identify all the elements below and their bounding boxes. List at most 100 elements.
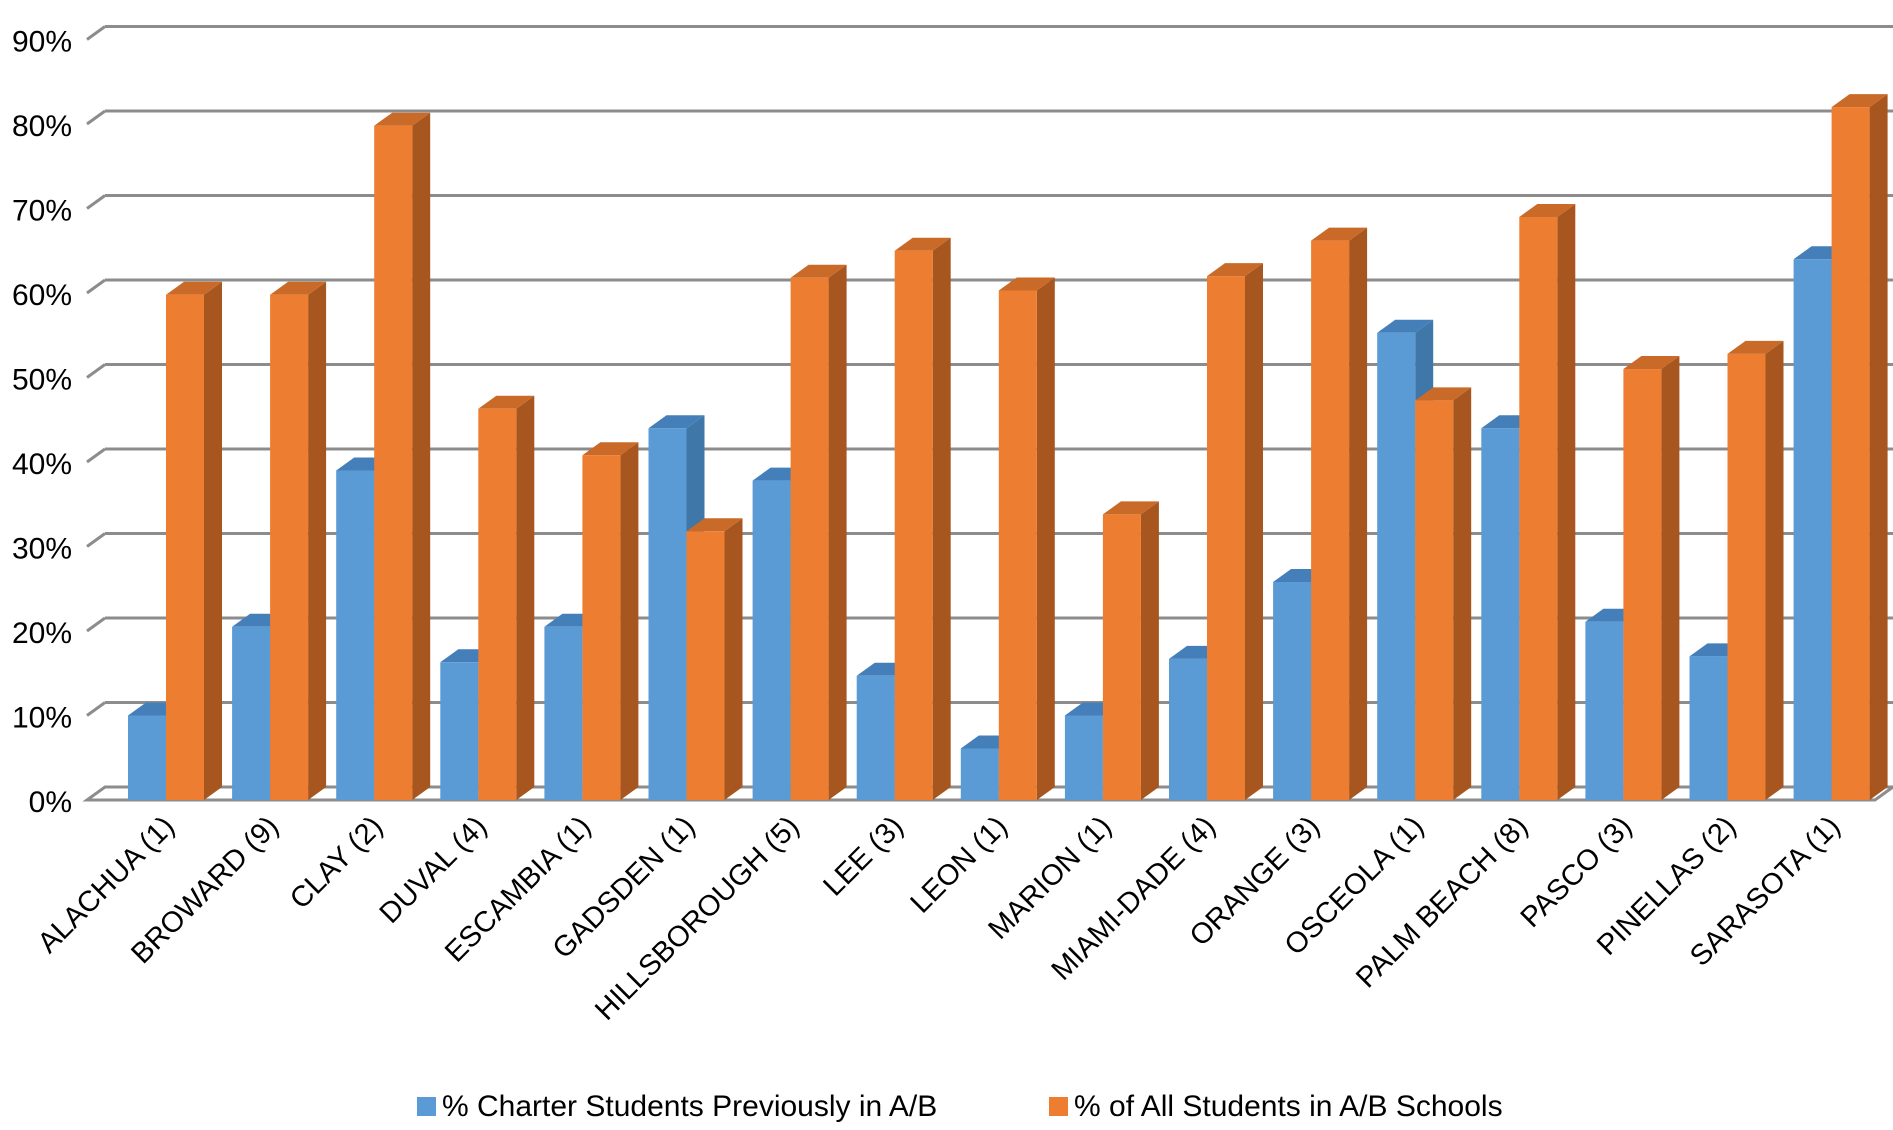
bar-top	[1519, 203, 1576, 217]
bar-all-students	[790, 264, 847, 800]
legend-label: % of All Students in A/B Schools	[1074, 1090, 1503, 1123]
bar-front	[270, 294, 309, 800]
bar-front	[440, 662, 479, 800]
bar-front	[1519, 216, 1558, 800]
x-tick-label: LEON (1)	[905, 810, 1014, 919]
legend-label: % Charter Students Previously in A/B	[442, 1090, 937, 1123]
y-tick-label: 50%	[12, 364, 72, 397]
y-tick-label: 60%	[12, 279, 72, 312]
legend-swatch	[417, 1097, 436, 1116]
y-tick-label: 40%	[12, 448, 72, 481]
bar-top	[582, 442, 639, 456]
gridline-side	[86, 194, 106, 210]
bar-front	[790, 277, 829, 800]
gridline-side	[86, 109, 106, 126]
bar-front	[686, 531, 725, 800]
bar-front	[1311, 240, 1350, 801]
y-tick-label: 20%	[12, 617, 72, 650]
bar-all-students	[166, 281, 222, 800]
x-tick-label: LEE (3)	[817, 810, 909, 902]
gridline-side	[86, 278, 106, 295]
bar-all-students	[1623, 356, 1680, 800]
bar-top	[648, 415, 705, 429]
bar-front	[1793, 259, 1832, 800]
bar-front	[1273, 581, 1312, 800]
bar-side	[620, 442, 639, 800]
bar-all-students	[270, 281, 327, 800]
bar-all-students	[998, 277, 1055, 801]
bar-side	[932, 237, 951, 800]
bar-all-students	[1727, 340, 1784, 800]
bar-top	[1623, 356, 1680, 370]
bar-side	[412, 112, 431, 800]
bar-top	[478, 395, 535, 409]
bar-top	[1311, 227, 1368, 241]
gridline-side	[86, 616, 106, 633]
bar-front	[1623, 369, 1662, 800]
bar-side	[204, 281, 222, 800]
bar-side	[828, 264, 847, 800]
bar-top	[166, 281, 222, 295]
bar-side	[1557, 203, 1576, 800]
y-tick-label: 80%	[12, 110, 72, 143]
bar-side	[724, 518, 743, 800]
bar-top	[270, 281, 327, 295]
y-tick-label: 70%	[12, 195, 72, 228]
bar-front	[1831, 107, 1870, 801]
y-tick-label: 90%	[12, 26, 72, 59]
bar-all-students	[1311, 227, 1368, 801]
bar-all-students	[374, 112, 431, 800]
bar-front	[1689, 656, 1728, 800]
bar-front	[1415, 400, 1454, 800]
legend-swatch	[1049, 1097, 1068, 1116]
x-tick-label: CLAY (2)	[284, 810, 389, 915]
bar-front	[1102, 514, 1141, 800]
bar-top	[1727, 340, 1784, 354]
bar-all-students	[686, 518, 743, 800]
bar-side	[1869, 94, 1888, 801]
x-tick-labels: ALACHUA (1)BROWARD (9) CLAY (2)DUVAL (4)E…	[32, 810, 1847, 1026]
bar-top	[686, 518, 743, 532]
bar-top	[998, 277, 1055, 291]
bar-front	[1064, 715, 1103, 800]
bar-top	[1207, 263, 1263, 277]
legend-item: % of All Students in A/B Schools	[1049, 1090, 1503, 1123]
bar-side	[1661, 356, 1680, 800]
bar-front	[1585, 621, 1624, 800]
bar-side	[1453, 387, 1472, 800]
gridline-side	[86, 25, 106, 41]
bar-top	[894, 237, 951, 251]
bar-front	[856, 675, 895, 800]
bar-top	[374, 112, 431, 126]
bar-all-students	[1415, 387, 1472, 800]
bar-top	[1831, 94, 1888, 108]
bar-front	[1169, 658, 1207, 800]
bar-front	[1377, 332, 1416, 800]
bar-front	[544, 626, 583, 800]
bar-front	[232, 626, 271, 800]
bar-front	[1727, 353, 1766, 800]
gridline-side	[86, 363, 106, 379]
bar-front	[960, 748, 999, 800]
legend: % Charter Students Previously in A/B % of…	[417, 1090, 1503, 1123]
bar-front	[998, 290, 1037, 800]
bar-side	[308, 281, 327, 800]
bar-side	[1140, 501, 1159, 800]
bar-top	[1377, 319, 1434, 333]
bar-all-students	[478, 395, 535, 800]
bar-all-students	[894, 237, 951, 800]
y-tick-label: 30%	[12, 533, 72, 566]
bar-front	[1481, 428, 1520, 800]
bar-front	[752, 480, 791, 800]
bar-all-students	[1207, 263, 1263, 801]
bar-all-students	[582, 442, 639, 800]
bar-side	[1245, 263, 1263, 801]
x-tick-label: HILLSBOROUGH (5)	[589, 810, 805, 1026]
bar-all-students	[1102, 501, 1159, 800]
bar-front	[582, 455, 621, 800]
bar-top	[790, 264, 847, 278]
bar-side	[516, 395, 535, 800]
bar-top	[1102, 501, 1159, 515]
gridline-side	[86, 701, 106, 717]
